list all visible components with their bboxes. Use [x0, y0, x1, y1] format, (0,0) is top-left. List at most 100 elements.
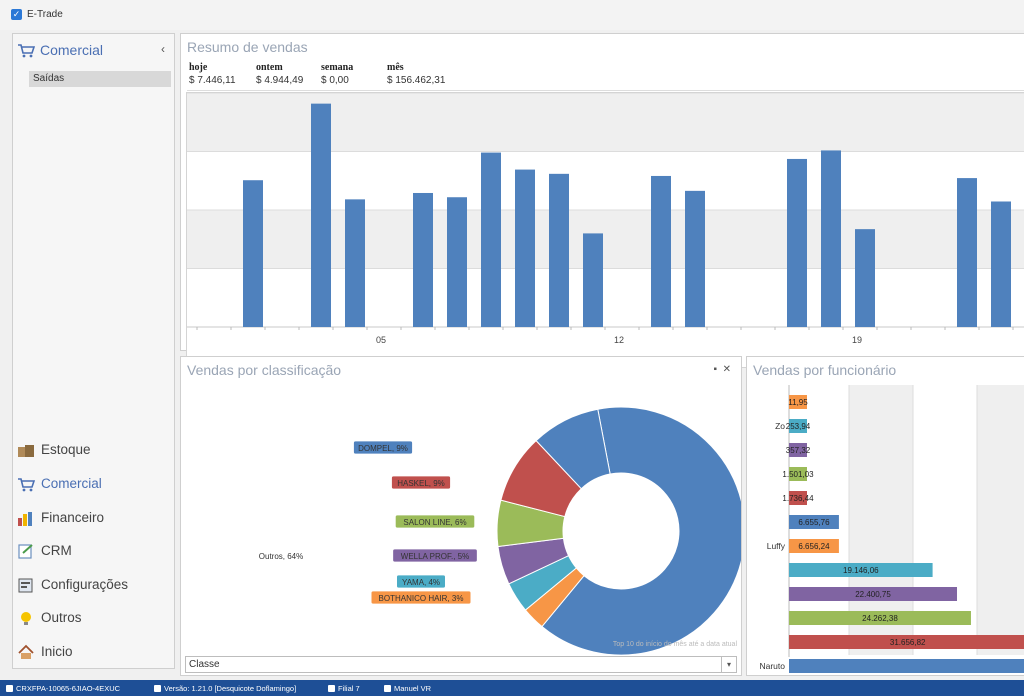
summary-value: $ 0,00 [321, 75, 349, 86]
slice-label-box [353, 440, 413, 455]
status-text: CRXFPA-10065-6JIAO-4EXUC [16, 684, 121, 693]
summary-value: $ 156.462,31 [387, 75, 446, 86]
hbar [789, 491, 807, 505]
grid-band [913, 385, 977, 655]
sidebar-item-label: Saídas [33, 73, 65, 84]
slice-label: DOMPEL, 9% [358, 444, 408, 453]
slice-label-box [391, 475, 451, 490]
bar [447, 197, 467, 327]
panel-title: Vendas por classificação [187, 362, 342, 378]
resumo-panel: Resumo de vendas hoje $ 7.446,11 ontem $… [180, 33, 1024, 368]
sidebar: Comercial ‹ Saídas Estoque Comercial Fin… [12, 33, 175, 669]
bar [549, 173, 569, 327]
bar [345, 199, 365, 327]
nav-item-outros[interactable]: Outros [17, 607, 167, 631]
crm-icon [18, 544, 33, 559]
summary-ontem: ontem $ 4.944,49 [256, 62, 303, 86]
title-bar: ✓ E-Trade [0, 0, 1024, 30]
hbar-label: 6.655,76 [798, 518, 830, 527]
bar [787, 158, 807, 327]
bar [991, 201, 1011, 327]
hbar [789, 539, 839, 553]
cart-icon [18, 478, 35, 492]
nav-item-estoque[interactable]: Estoque [17, 439, 167, 463]
slice-label: BOTHANICO HAIR, 3% [379, 594, 464, 603]
nav-item-inicio[interactable]: Inicio [17, 641, 167, 665]
slice-label-box [394, 514, 476, 529]
y-tick-label: Luffy [767, 541, 786, 551]
donut-slice [535, 408, 611, 490]
hbar-label: 357,32 [786, 446, 811, 455]
sidebar-header-label: Comercial [40, 42, 104, 58]
nav-item-financeiro[interactable]: Financeiro [17, 507, 167, 531]
computer-icon [6, 685, 13, 692]
y-tick-label: Naruto [759, 661, 785, 671]
nav-label: Inicio [41, 644, 73, 659]
y-tick-label: Zo [775, 421, 785, 431]
pin-icon[interactable]: ▪ [713, 364, 717, 375]
hbar-label: 1.501,03 [782, 470, 814, 479]
classification-select[interactable]: Classe ▾ [185, 656, 737, 673]
summary-hoje: hoje $ 7.446,11 [189, 62, 236, 86]
nav-label: Outros [41, 610, 82, 625]
nav-item-crm[interactable]: CRM [17, 540, 167, 564]
classification-donut-chart: Outros, 64% DOMPEL, 9% HASKEL, 9% SALON LIN… [259, 406, 741, 656]
hbar [789, 515, 839, 529]
summary-value: $ 4.944,49 [256, 75, 304, 86]
collapse-chevron-icon[interactable]: ‹ [161, 42, 165, 56]
sidebar-item-saidas[interactable]: Saídas [29, 71, 171, 87]
close-icon[interactable]: ✕ [722, 364, 731, 375]
slice-label-box [396, 574, 446, 589]
x-tick-label: 12 [614, 335, 624, 345]
hbar-label: 253,94 [786, 422, 811, 431]
divider [187, 90, 1024, 91]
classificacao-panel: Vendas por classificação ▪ ✕ Outros, 64%… [180, 356, 742, 676]
employee-sales-chart: 11,95 253,94 357,32 1.501,03 1.736,44 6.655,7… [759, 385, 1024, 673]
hbar [789, 635, 1024, 649]
status-user: Manuel VR [384, 684, 431, 693]
bar [481, 152, 501, 327]
slice-label: WELLA PROF., 5% [401, 552, 469, 561]
slice-label-box [370, 590, 472, 605]
nav-label: Financeiro [41, 510, 105, 525]
cart-icon [18, 44, 35, 58]
nav-label: Estoque [41, 442, 91, 457]
boxes-icon [18, 445, 34, 457]
slice-label: SALON LINE, 6% [403, 518, 466, 527]
hbar [789, 419, 807, 433]
status-text: Versão: 1.21.0 [Desquicote Doflamingo] [164, 684, 297, 693]
donut-slice [541, 406, 741, 656]
bar [311, 103, 331, 327]
nav-item-comercial[interactable]: Comercial [17, 473, 167, 497]
summary-header: semana [321, 62, 354, 73]
hbar-label: 22.400,75 [855, 590, 891, 599]
x-tick-label: 19 [852, 335, 862, 345]
summary-header: ontem [256, 62, 283, 73]
nav-item-configuracoes[interactable]: Configurações [17, 574, 167, 598]
hbar-label: 11,95 [788, 398, 808, 407]
hbar-label: 6.656,24 [798, 542, 830, 551]
summary-header: mês [387, 62, 404, 73]
bar [583, 233, 603, 327]
dropdown-arrow-icon[interactable]: ▾ [721, 657, 736, 672]
hbar-label: 31.656,82 [890, 638, 926, 647]
info-icon [154, 685, 161, 692]
nav-label: Comercial [41, 476, 102, 491]
summary-semana: semana $ 0,00 [321, 62, 353, 86]
status-bar: CRXFPA-10065-6JIAO-4EXUC Versão: 1.21.0 … [0, 680, 1024, 696]
building-icon [328, 685, 335, 692]
hbar [789, 563, 933, 577]
bar [855, 229, 875, 327]
settings-icon [18, 578, 33, 593]
hbar [789, 587, 958, 601]
sidebar-header-comercial[interactable]: Comercial ‹ [17, 40, 169, 62]
app-title: E-Trade [27, 9, 63, 20]
bar [651, 175, 671, 327]
summary-value: $ 7.446,11 [189, 75, 236, 86]
hbar-label: 1.736,44 [782, 494, 814, 503]
grid-band [977, 385, 1024, 655]
bar [685, 190, 705, 327]
panel-title: Vendas por funcionário [753, 362, 897, 378]
hbar [789, 611, 971, 625]
nav-label: Configurações [41, 577, 129, 592]
